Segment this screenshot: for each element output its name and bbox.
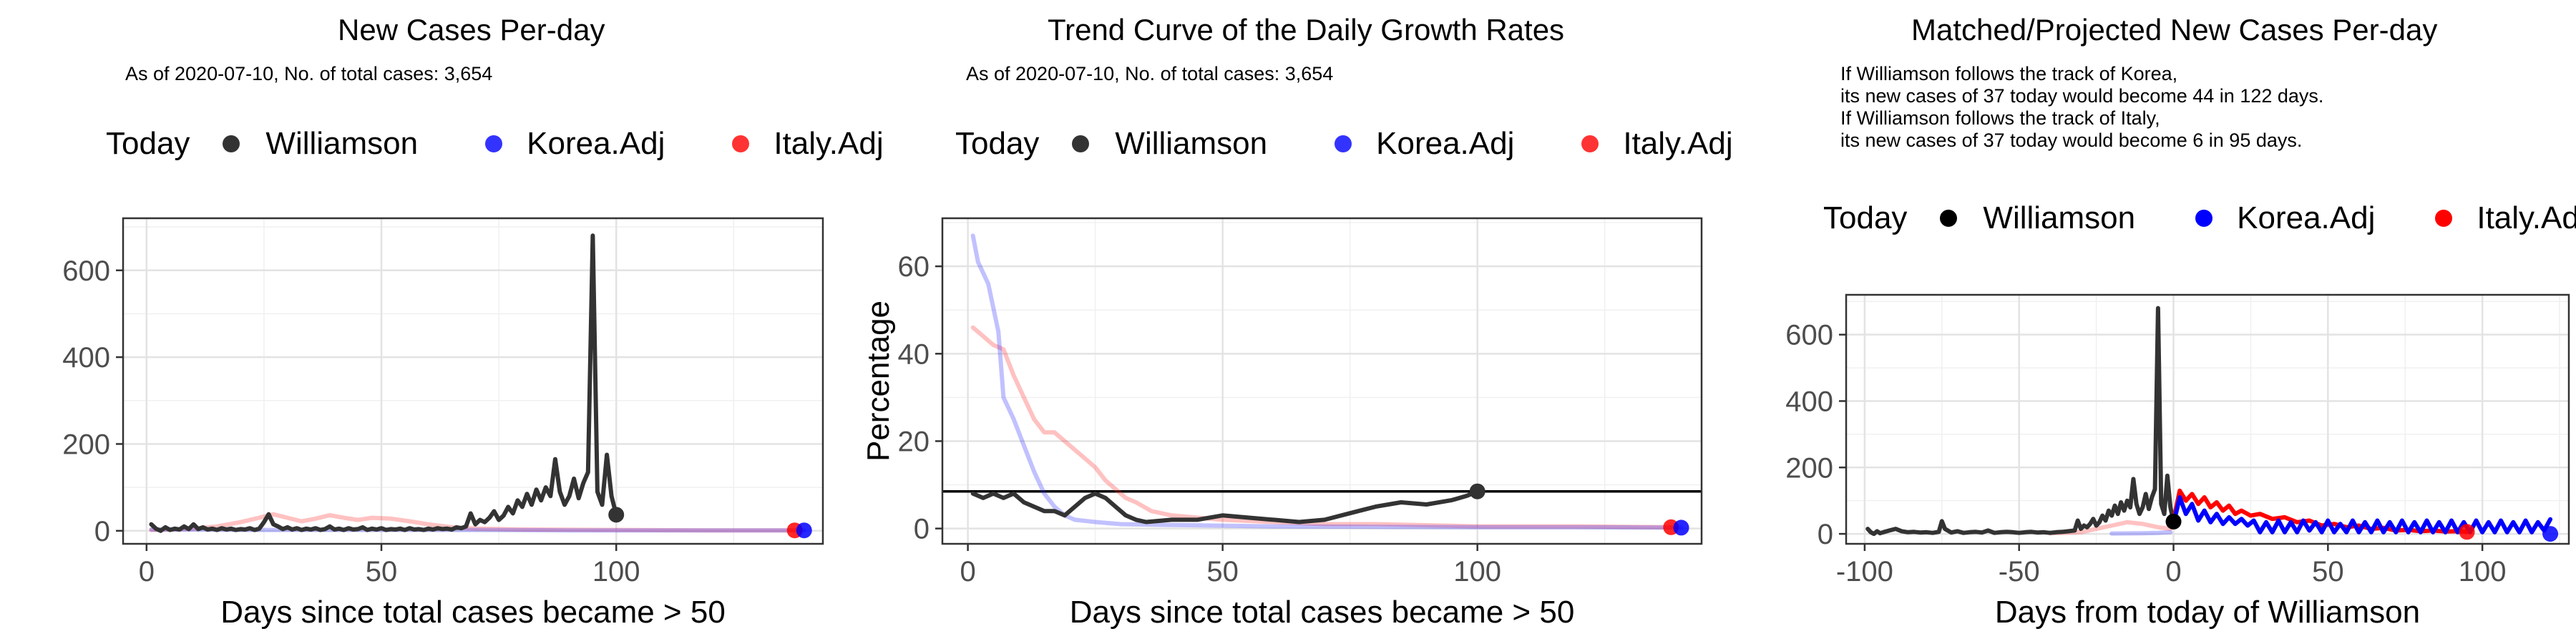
x-tick-label: 50 [2312, 556, 2344, 587]
y-tick-label: 200 [1785, 452, 1833, 484]
y-tick-label: 40 [898, 338, 930, 370]
x-tick-label: -100 [1836, 556, 1893, 587]
note-line: its new cases of 37 today would become 6… [1840, 130, 2303, 151]
series-line-williamson [970, 489, 1480, 525]
chart-subtitle: As of 2020-07-10, No. of total cases: 3,… [125, 63, 493, 84]
chart-title: Matched/Projected New Cases Per-day [1911, 13, 2438, 47]
panel-projected: Matched/Projected New Cases Per-day If W… [1717, 0, 2576, 644]
today-point-korea-adj [1673, 519, 1689, 536]
y-tick-label: 0 [914, 514, 930, 545]
y-tick-label: 20 [898, 426, 930, 457]
y-tick-label: 200 [62, 429, 110, 460]
legend-dot [223, 135, 240, 152]
note-line: If Williamson follows the track of Italy… [1840, 107, 2160, 129]
series-line-korea-adj-history [2109, 530, 2173, 536]
plot-border [1845, 293, 2570, 545]
legend-item-korea: Korea.Adj [1335, 126, 1514, 162]
legend-dot [1940, 210, 1958, 227]
legend: Today Williamson Korea.Adj Italy.Adj [106, 126, 908, 162]
legend-dot [1072, 135, 1090, 152]
legend-label: Korea.Adj [527, 126, 665, 161]
y-tick-label: 0 [94, 516, 110, 547]
legend-label: Italy.Adj [1623, 126, 1733, 161]
legend-label: Korea.Adj [1376, 126, 1515, 161]
series-line-italy-adj [149, 512, 797, 533]
y-tick-label: 600 [1785, 320, 1833, 351]
y-tick-label: 60 [898, 251, 930, 283]
series-line-italy-adj [970, 325, 1674, 530]
y-tick-label: 0 [1818, 519, 1833, 550]
x-tick-label: 0 [2165, 556, 2181, 587]
legend: Today Williamson Korea.Adj Italy.Adj [1823, 200, 2576, 236]
today-point-williamson [608, 507, 625, 523]
x-tick-label: 0 [960, 556, 975, 587]
legend-dot [2435, 210, 2453, 227]
y-axis-label: Percentage [861, 301, 896, 462]
legend-dot [2195, 210, 2213, 227]
x-tick-label: 100 [592, 556, 640, 587]
y-tick-label: 400 [62, 342, 110, 374]
legend-dot [1335, 135, 1352, 152]
today-point-italy-adj [2459, 524, 2475, 540]
x-tick-label: 100 [2459, 556, 2507, 587]
today-point-korea-adj [796, 522, 812, 539]
note-line: its new cases of 37 today would become 4… [1840, 85, 2324, 107]
legend-item-williamson: Williamson [223, 126, 418, 162]
plot-new-cases: 0 50 100 0 200 400 600 Days since total cases b… [62, 217, 824, 630]
x-tick-label: 50 [366, 556, 398, 587]
x-tick-label: -50 [1999, 556, 2040, 587]
legend-label: Williamson [265, 126, 419, 161]
legend-item-italy: Italy.Adj [1581, 126, 1733, 162]
x-tick-label: 0 [139, 556, 155, 587]
x-axis-label: Days from today of Williamson [1995, 595, 2420, 630]
legend-label: Williamson [1983, 200, 2136, 235]
series-line-korea-adj [970, 233, 1684, 530]
legend-title: Today [106, 126, 190, 161]
legend-item-korea: Korea.Adj [2195, 200, 2375, 236]
chart-subtitle: As of 2020-07-10, No. of total cases: 3,… [966, 63, 1334, 84]
y-tick-label: 400 [1785, 386, 1833, 417]
legend-dot [732, 135, 750, 152]
legend-dot [485, 135, 503, 152]
series-line-korea-adj-projection [2171, 495, 2553, 535]
legend-item-williamson: Williamson [1072, 126, 1267, 162]
legend-title: Today [1823, 200, 1908, 235]
panel-new-cases: New Cases Per-day As of 2020-07-10, No. … [0, 0, 883, 644]
x-axis-label: Days since total cases became > 50 [1070, 595, 1575, 630]
legend-item-korea: Korea.Adj [485, 126, 665, 162]
plot-border [941, 217, 1703, 545]
panel-growth-rates: Trend Curve of the Daily Growth Rates As… [859, 0, 1733, 644]
legend-item-williamson: Williamson [1940, 200, 2135, 236]
x-tick-label: 50 [1206, 556, 1239, 587]
chart-title: Trend Curve of the Daily Growth Rates [1048, 13, 1565, 47]
legend-item-italy: Italy.Adj [2435, 200, 2576, 236]
chart-title: New Cases Per-day [338, 13, 605, 47]
note-line: If Williamson follows the track of Korea… [1840, 63, 2178, 84]
plot-border [122, 217, 824, 545]
today-point-williamson [2165, 513, 2182, 530]
legend-label: Italy.Adj [774, 126, 884, 161]
y-tick-label: 600 [62, 255, 110, 287]
legend: Today Williamson Korea.Adj Italy.Adj [955, 126, 1757, 162]
x-tick-label: 100 [1453, 556, 1501, 587]
today-point-williamson [1469, 483, 1485, 499]
x-axis-label: Days since total cases became > 50 [220, 595, 726, 630]
legend-label: Italy.Adj [2477, 200, 2576, 235]
series-line-italy-adj-history [2047, 519, 2173, 536]
plot-growth-rates: 0 50 100 0 20 40 60 Days since total cases beca… [861, 217, 1703, 630]
series-line-williamson-history [1865, 306, 2176, 537]
legend-dot [1581, 135, 1599, 152]
legend-item-italy: Italy.Adj [732, 126, 884, 162]
today-point-korea-adj [2542, 526, 2559, 542]
legend-label: Korea.Adj [2237, 200, 2376, 235]
projection-notes: If Williamson follows the track of Korea… [1840, 63, 2323, 152]
plot-projected: -100 -50 0 50 100 0 200 400 600 Days from today o… [1785, 293, 2570, 630]
legend-label: Williamson [1115, 126, 1268, 161]
series-line-williamson [149, 233, 619, 533]
legend-title: Today [955, 126, 1040, 161]
